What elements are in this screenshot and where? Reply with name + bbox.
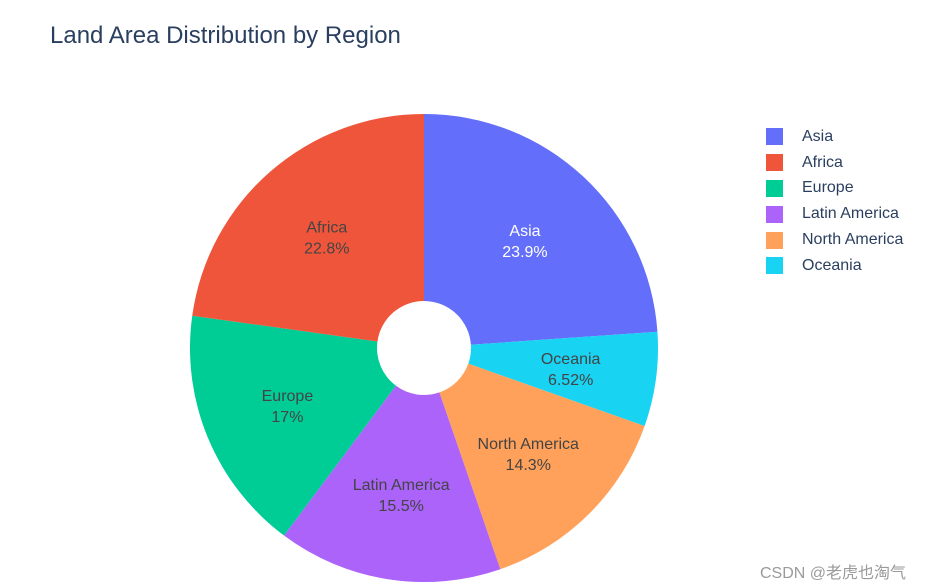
watermark-text: CSDN @老虎也淘气 [760,565,907,582]
slice-label-north-america: North America [478,436,579,453]
legend-item-asia[interactable]: Asia [766,124,903,150]
pie-slice-europe[interactable] [189,315,396,536]
pie-slice-oceania[interactable] [468,331,658,427]
legend-label: Africa [802,153,843,171]
pie-slice-africa[interactable] [192,114,424,342]
legend-label: Asia [802,127,834,145]
slice-percent-africa: 22.8% [304,240,349,257]
legend-item-latin-america[interactable]: Latin America [766,201,903,227]
legend-label: North America [802,231,904,249]
slice-label-asia: Asia [509,223,540,240]
slice-percent-latin-america: 15.5% [379,498,424,515]
legend-label: Latin America [802,205,899,223]
legend-swatch [766,257,783,275]
legend-item-africa[interactable]: Africa [766,150,903,176]
pie-slice-asia[interactable] [424,114,658,345]
legend-label: Europe [802,179,854,197]
legend-swatch [766,205,783,223]
chart-title: Land Area Distribution by Region [50,22,401,49]
slice-label-africa: Africa [306,219,347,236]
legend-item-north-america[interactable]: North America [766,227,903,253]
slice-label-europe: Europe [262,388,314,405]
legend-swatch [766,128,783,146]
legend-swatch [766,179,783,197]
pie-slice-north-america[interactable] [439,363,645,570]
pie-slice-latin-america[interactable] [283,385,501,582]
legend: Asia Africa Europe Latin America North Ameri… [766,124,903,279]
legend-label: Oceania [802,256,862,274]
slice-percent-asia: 23.9% [502,244,547,261]
slice-percent-europe: 17% [271,409,303,426]
legend-item-europe[interactable]: Europe [766,176,903,202]
slice-label-oceania: Oceania [541,351,601,368]
legend-swatch [766,231,783,249]
slice-percent-oceania: 6.52% [548,372,593,389]
slice-percent-north-america: 14.3% [506,457,551,474]
legend-item-oceania[interactable]: Oceania [766,253,903,279]
slice-label-latin-america: Latin America [353,477,450,494]
legend-swatch [766,154,783,172]
